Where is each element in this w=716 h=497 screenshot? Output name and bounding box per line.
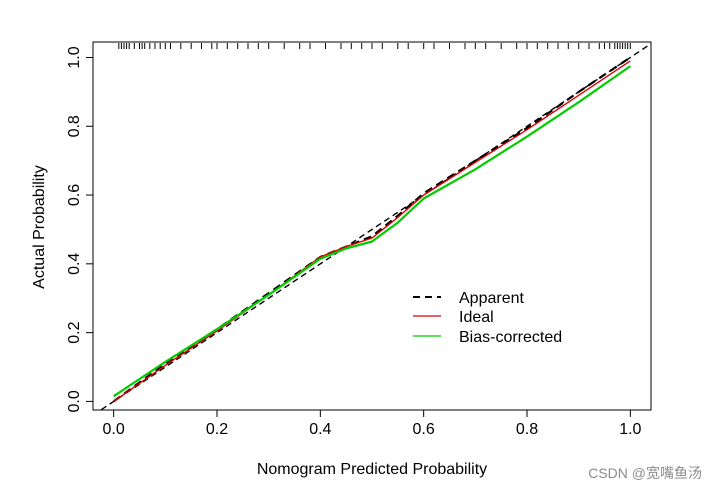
plot-frame: [92, 41, 652, 411]
legend-label-ideal: Ideal: [459, 309, 494, 326]
watermark: CSDN @宽嘴鱼汤: [588, 465, 702, 481]
plot-content: [99, 43, 651, 410]
x-tick-label: 1.0: [619, 421, 641, 438]
x-axis: 0.0 0.2 0.4 0.6 0.8 1.0: [103, 410, 642, 438]
x-tick-label: 0.0: [103, 421, 125, 438]
y-tick-label: 0.0: [66, 390, 83, 412]
x-tick-label: 0.8: [516, 421, 538, 438]
ideal-line: [113, 60, 631, 402]
y-tick-label: 0.8: [66, 115, 83, 137]
x-tick-label: 0.2: [206, 421, 228, 438]
y-tick-label: 0.6: [66, 184, 83, 206]
legend-label-apparent: Apparent: [459, 290, 524, 307]
x-axis-title: Nomogram Predicted Probability: [257, 461, 487, 478]
y-tick-label: 1.0: [66, 46, 83, 68]
reference-diagonal: [99, 43, 651, 410]
y-tick-label: 0.2: [66, 321, 83, 343]
y-tick-label: 0.4: [66, 253, 83, 275]
legend: Apparent Ideal Bias-corrected: [413, 290, 562, 346]
x-tick-label: 0.6: [413, 421, 435, 438]
legend-label-bias-corrected: Bias-corrected: [459, 329, 562, 346]
y-axis-title: Actual Probability: [31, 165, 48, 289]
apparent-line: [113, 56, 631, 403]
bias-corrected-line: [113, 65, 631, 398]
y-axis: 0.0 0.2 0.4 0.6 0.8 1.0: [66, 46, 93, 413]
x-tick-label: 0.4: [309, 421, 331, 438]
